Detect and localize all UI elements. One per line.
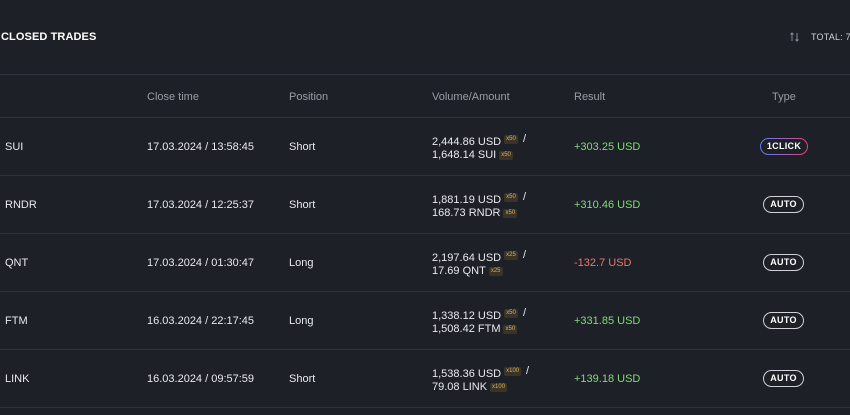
trade-amount: 168.73 RNDR xyxy=(432,207,501,219)
trade-amount: 1,648.14 SUI xyxy=(432,149,497,161)
volume-separator: / xyxy=(523,249,527,261)
trade-volume-amount: 2,444.86 USD x50/ 1,648.14 SUI x50 xyxy=(432,133,526,162)
trade-volume-amount: 1,881.19 USD x50 / 168.73 RNDR x50 xyxy=(432,191,526,220)
column-volume-amount: Volume/Amount xyxy=(432,91,510,103)
sort-icon[interactable] xyxy=(789,31,801,43)
trade-symbol: RNDR xyxy=(5,199,37,211)
trade-volume-amount: 1,338.12 USD x50 / 1,508.42 FTM x50 xyxy=(432,307,526,336)
leverage-badge: x50 xyxy=(504,135,518,144)
leverage-badge: x50 xyxy=(504,193,518,202)
trade-amount: 1,508.42 FTM xyxy=(432,323,501,335)
total-count: TOTAL: 7 xyxy=(811,32,850,42)
trade-result: +303.25 USD xyxy=(574,141,641,153)
type-badge: AUTO xyxy=(763,312,804,329)
trade-symbol: FTM xyxy=(5,315,28,327)
trade-close-time: 17.03.2024 / 12:25:37 xyxy=(147,199,255,211)
trade-volume-usd: 1,338.12 USD xyxy=(432,310,502,322)
leverage-badge: x100 xyxy=(504,367,522,376)
volume-separator: / xyxy=(523,191,527,203)
trade-result: +139.18 USD xyxy=(574,373,641,385)
closed-trades-header: CLOSED TRADES TOTAL: 7 xyxy=(0,0,850,75)
volume-separator: / xyxy=(526,365,530,377)
trade-amount: 79.08 LINK xyxy=(432,381,488,393)
table-row[interactable]: QNT 17.03.2024 / 01:30:47 Long 2,197.64 … xyxy=(0,234,850,292)
trade-volume-amount: 2,197.64 USD x25/ 17.69 QNT x25 xyxy=(432,249,526,278)
trade-result: -132.7 USD xyxy=(574,257,632,269)
leverage-badge: x50 xyxy=(503,209,518,218)
trade-position: Short xyxy=(289,141,316,153)
table-row[interactable]: RNDR 17.03.2024 / 12:25:37 Short 1,881.1… xyxy=(0,176,850,234)
column-close-time: Close time xyxy=(147,91,199,103)
page-title: CLOSED TRADES xyxy=(1,31,97,43)
table-row[interactable]: SUI 17.03.2024 / 13:58:45 Short 2,444.86… xyxy=(0,118,850,176)
leverage-badge: x50 xyxy=(499,151,513,160)
trade-symbol: QNT xyxy=(5,257,29,269)
trade-close-time: 16.03.2024 / 09:57:59 xyxy=(147,373,255,385)
trade-position: Long xyxy=(289,257,314,269)
trade-symbol: LINK xyxy=(5,373,30,385)
table-row[interactable]: LINK 16.03.2024 / 09:57:59 Short 1,538.3… xyxy=(0,350,850,408)
trade-symbol: SUI xyxy=(5,141,24,153)
table-header: Close time Position Volume/Amount Result… xyxy=(0,75,850,118)
trade-result: +331.85 USD xyxy=(574,315,641,327)
column-result: Result xyxy=(574,91,606,103)
trade-position: Long xyxy=(289,315,314,327)
leverage-badge: x25 xyxy=(488,267,503,276)
trade-volume-usd: 1,881.19 USD xyxy=(432,194,502,206)
trade-close-time: 17.03.2024 / 13:58:45 xyxy=(147,141,255,153)
leverage-badge: x100 xyxy=(490,383,508,392)
leverage-badge: x50 xyxy=(504,309,518,318)
type-badge: AUTO xyxy=(763,254,804,271)
trade-close-time: 17.03.2024 / 01:30:47 xyxy=(147,257,255,269)
column-position: Position xyxy=(289,91,329,103)
trade-result: +310.46 USD xyxy=(574,199,641,211)
trade-volume-amount: 1,538.36 USD x100/ 79.08 LINK x100 xyxy=(432,365,529,394)
leverage-badge: x25 xyxy=(504,251,518,260)
trade-volume-usd: 1,538.36 USD xyxy=(432,368,502,380)
trade-volume-usd: 2,197.64 USD xyxy=(432,252,502,264)
trade-volume-usd: 2,444.86 USD xyxy=(432,136,502,148)
volume-separator: / xyxy=(523,133,527,145)
leverage-badge: x50 xyxy=(503,325,518,334)
trade-position: Short xyxy=(289,373,316,385)
volume-separator: / xyxy=(523,307,527,319)
trade-close-time: 16.03.2024 / 22:17:45 xyxy=(147,315,255,327)
type-badge: AUTO xyxy=(763,196,804,213)
table-row[interactable]: FTM 16.03.2024 / 22:17:45 Long 1,338.12 … xyxy=(0,292,850,350)
type-badge: AUTO xyxy=(763,370,804,387)
column-type: Type xyxy=(772,91,796,103)
trade-position: Short xyxy=(289,199,316,211)
type-badge: 1CLICK xyxy=(760,138,808,155)
trade-amount: 17.69 QNT xyxy=(432,265,486,277)
